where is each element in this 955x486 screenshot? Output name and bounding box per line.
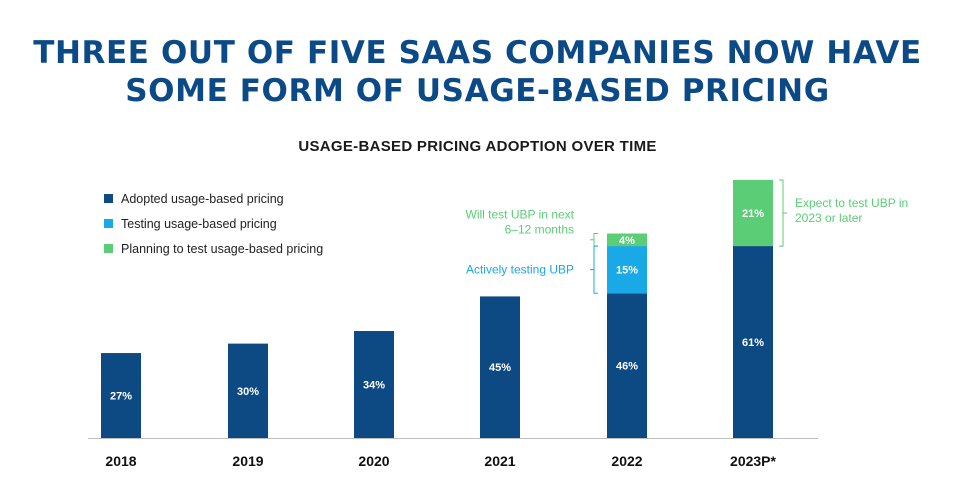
legend-label-1: Testing usage-based pricing <box>121 216 277 231</box>
bar-2022-series-0 <box>607 293 647 438</box>
legend-swatch-1 <box>104 219 113 228</box>
bar-2021-series-0 <box>480 296 520 438</box>
x-tick-label-2019: 2019 <box>232 453 263 469</box>
bar-2022-series-1 <box>607 246 647 294</box>
data-label-2022-series-0: 46% <box>616 361 638 373</box>
x-tick-label-2021: 2021 <box>484 453 515 469</box>
chart-title: USAGE-BASED PRICING ADOPTION OVER TIME <box>298 138 657 155</box>
bar-2020-series-0 <box>354 331 394 438</box>
data-label-2021-series-0: 45% <box>489 362 511 374</box>
legend-swatch-2 <box>104 244 113 253</box>
data-label-2023P*-series-2: 21% <box>742 208 764 220</box>
annotation-text-1: Actively testing UBP <box>466 263 574 277</box>
annotation-text-2: Expect to test UBP in 2023 or later <box>795 196 908 225</box>
legend-label-0: Adopted usage-based pricing <box>121 191 284 206</box>
annotation-bracket-2 <box>779 179 787 247</box>
chart-legend: Adopted usage-based pricing Testing usage… <box>104 186 323 261</box>
data-label-2020-series-0: 34% <box>363 380 385 392</box>
legend-label-2: Planning to test usage-based pricing <box>121 241 324 256</box>
legend-item-1: Testing usage-based pricing <box>104 211 323 236</box>
bar-2023P*-series-2 <box>733 180 773 247</box>
annotation-bracket-0 <box>590 232 598 247</box>
data-label-2023P*-series-0: 61% <box>742 337 764 349</box>
annotation-text-0: Will test UBP in next 6–12 months <box>466 207 575 236</box>
bar-2018-series-0 <box>101 353 141 438</box>
x-tick-label-2018: 2018 <box>105 453 136 469</box>
legend-item-2: Planning to test usage-based pricing <box>104 236 323 261</box>
headline-line-1: THREE OUT OF FIVE SAAS COMPANIES NOW HAV… <box>33 35 922 71</box>
data-label-2019-series-0: 30% <box>237 386 259 398</box>
data-label-2022-series-1: 15% <box>616 265 638 277</box>
data-label-2018-series-0: 27% <box>110 391 132 403</box>
x-tick-label-2023P*: 2023P* <box>730 453 776 469</box>
headline-line-2: SOME FORM OF USAGE-BASED PRICING <box>125 73 830 109</box>
x-tick-label-2020: 2020 <box>358 453 389 469</box>
data-label-2022-series-2: 4% <box>619 235 635 247</box>
bar-2019-series-0 <box>228 343 268 438</box>
legend-swatch-0 <box>104 194 113 203</box>
bar-2023P*-series-0 <box>733 246 773 438</box>
headline: THREE OUT OF FIVE SAAS COMPANIES NOW HAV… <box>0 34 955 110</box>
bar-2022-series-2 <box>607 233 647 247</box>
x-tick-label-2022: 2022 <box>611 453 642 469</box>
legend-item-0: Adopted usage-based pricing <box>104 186 323 211</box>
annotation-bracket-1 <box>590 245 598 294</box>
